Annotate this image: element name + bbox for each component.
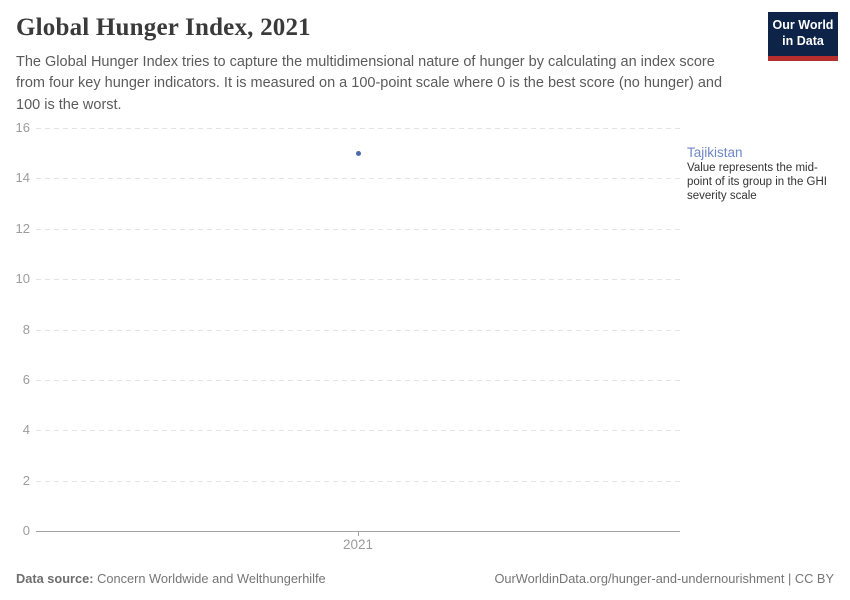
gridline-y-6 <box>36 380 680 381</box>
gridline-y-4 <box>36 430 680 431</box>
data-source-value: Concern Worldwide and Welthungerhilfe <box>97 571 326 586</box>
x-tick-mark <box>358 531 359 536</box>
y-tick-label-16: 16 <box>15 120 30 135</box>
y-tick-label-12: 12 <box>15 221 30 236</box>
entity-note: Value represents the mid-point of its gr… <box>687 162 827 202</box>
chart-title: Global Hunger Index, 2021 <box>16 14 311 41</box>
y-tick-label-4: 4 <box>22 422 30 437</box>
owid-logo-red-strip <box>768 55 838 61</box>
y-tick-label-2: 2 <box>22 473 30 488</box>
chart-subtitle: The Global Hunger Index tries to capture… <box>16 54 723 113</box>
data-source: Data source: Concern Worldwide and Welth… <box>16 571 326 586</box>
y-tick-label-0: 0 <box>22 523 30 538</box>
footer: Data source: Concern Worldwide and Welth… <box>0 571 850 586</box>
gridline-y-2 <box>36 481 680 482</box>
y-tick-label-10: 10 <box>15 271 30 286</box>
owid-logo-text: Our World in Data <box>768 12 838 56</box>
owid-citation-link[interactable]: OurWorldinData.org/hunger-and-undernouri… <box>494 571 834 586</box>
y-tick-label-14: 14 <box>15 170 30 185</box>
gridline-y-8 <box>36 330 680 331</box>
x-axis-line <box>36 531 680 532</box>
gridline-y-16 <box>36 128 680 129</box>
entity-label-tajikistan[interactable]: Tajikistan <box>687 145 743 160</box>
gridline-y-12 <box>36 229 680 230</box>
gridline-y-10 <box>36 279 680 280</box>
plot-area: 2021 <box>36 128 680 552</box>
y-tick-label-6: 6 <box>22 372 30 387</box>
data-point-tajikistan-2021[interactable] <box>356 150 361 156</box>
y-axis: 0 2 4 6 8 10 12 14 16 <box>0 120 30 538</box>
gridline-y-14 <box>36 178 680 179</box>
y-tick-label-8: 8 <box>22 322 30 337</box>
x-tick-label: 2021 <box>342 537 374 552</box>
owid-logo[interactable]: Our World in Data <box>768 12 838 61</box>
data-source-label: Data source: <box>16 571 94 586</box>
